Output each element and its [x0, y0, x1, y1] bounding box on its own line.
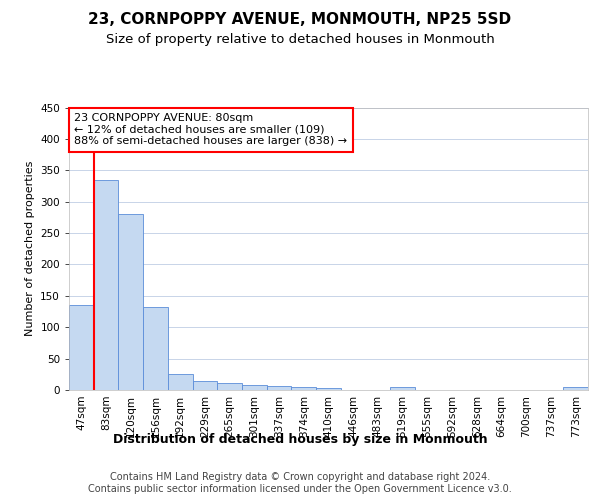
Bar [168, 374, 193, 390]
Text: Contains HM Land Registry data © Crown copyright and database right 2024.
Contai: Contains HM Land Registry data © Crown c… [88, 472, 512, 494]
Bar [267, 386, 292, 390]
Text: Size of property relative to detached houses in Monmouth: Size of property relative to detached ho… [106, 32, 494, 46]
Bar [193, 380, 217, 390]
Bar [69, 305, 94, 390]
Bar [390, 388, 415, 390]
Y-axis label: Number of detached properties: Number of detached properties [25, 161, 35, 336]
Bar [143, 306, 168, 390]
Text: 23, CORNPOPPY AVENUE, MONMOUTH, NP25 5SD: 23, CORNPOPPY AVENUE, MONMOUTH, NP25 5SD [88, 12, 512, 28]
Bar [94, 180, 118, 390]
Bar [242, 385, 267, 390]
Bar [292, 387, 316, 390]
Text: 23 CORNPOPPY AVENUE: 80sqm
← 12% of detached houses are smaller (109)
88% of sem: 23 CORNPOPPY AVENUE: 80sqm ← 12% of deta… [74, 113, 347, 146]
Bar [316, 388, 341, 390]
Bar [118, 214, 143, 390]
Bar [217, 383, 242, 390]
Bar [563, 388, 588, 390]
Text: Distribution of detached houses by size in Monmouth: Distribution of detached houses by size … [113, 432, 487, 446]
